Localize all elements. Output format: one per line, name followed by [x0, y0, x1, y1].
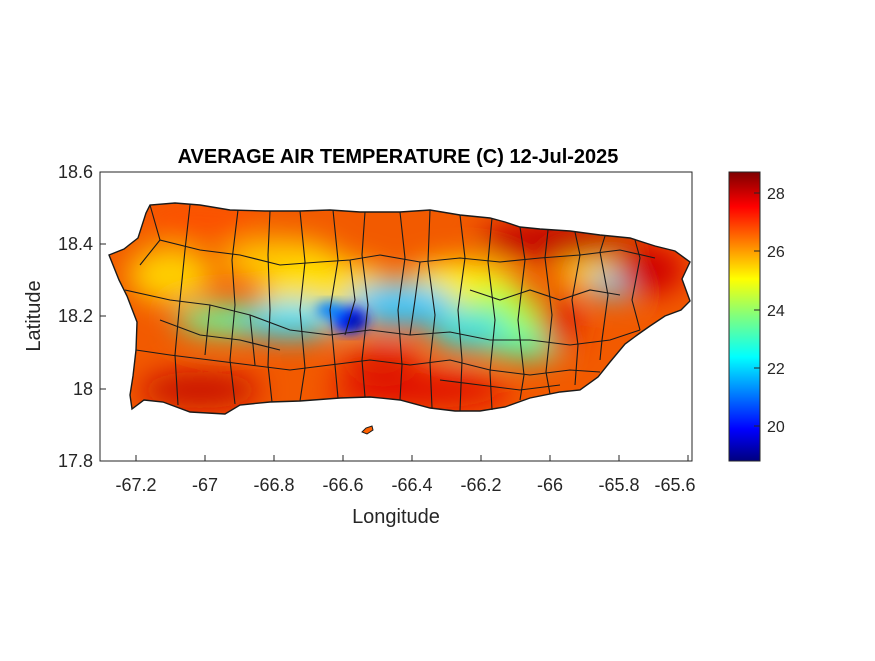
x-axis: -67.2 -67 -66.8 -66.6 -66.4 -66.2 -66 -6… [115, 455, 696, 495]
municipality-borders [108, 202, 691, 415]
y-tick-label: 18 [73, 379, 93, 399]
colorbar-gradient [728, 171, 761, 462]
x-tick-label: -66.4 [391, 475, 432, 495]
x-tick-label: -66 [537, 475, 563, 495]
colorbar: 28 26 24 22 20 [728, 171, 785, 462]
y-tick-label: 18.2 [58, 306, 93, 326]
y-tick-label: 18.6 [58, 162, 93, 182]
x-tick-label: -66.8 [253, 475, 294, 495]
x-axis-title: Longitude [352, 506, 440, 528]
y-tick-label: 18.4 [58, 234, 93, 254]
x-tick-label: -66.6 [322, 475, 363, 495]
x-tick-label: -66.2 [460, 475, 501, 495]
x-tick-label: -67 [192, 475, 218, 495]
y-axis: 18.6 18.4 18.2 18 17.8 [58, 162, 106, 471]
offshore-island [361, 425, 374, 435]
map-title: AVERAGE AIR TEMPERATURE (C) 12-Jul-2025 [178, 146, 619, 168]
colorbar-tick-label: 26 [767, 244, 785, 261]
colorbar-tick-label: 22 [767, 361, 785, 378]
colorbar-tick-label: 28 [767, 186, 785, 203]
x-tick-label: -65.8 [598, 475, 639, 495]
colorbar-tick-label: 20 [767, 419, 785, 436]
colorbar-tick-label: 24 [767, 303, 785, 320]
y-axis-title: Latitude [23, 280, 45, 351]
x-tick-label: -67.2 [115, 475, 156, 495]
y-tick-label: 17.8 [58, 451, 93, 471]
temperature-field [109, 203, 690, 414]
x-tick-label: -65.6 [654, 475, 695, 495]
